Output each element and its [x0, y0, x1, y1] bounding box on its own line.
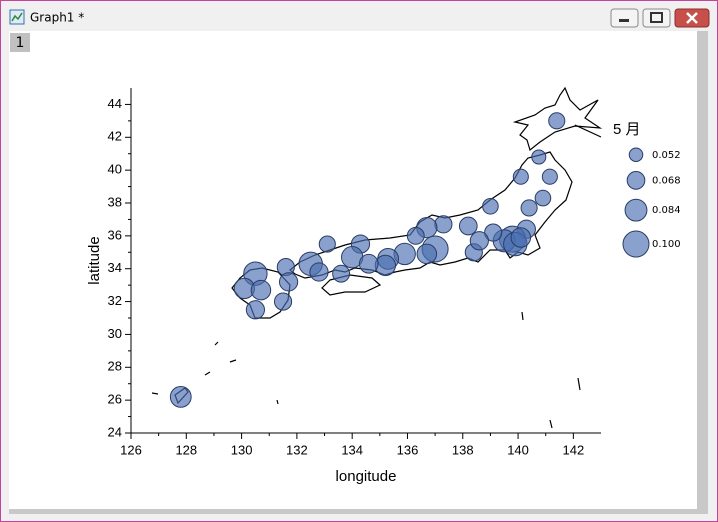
bubble	[510, 227, 532, 248]
y-tick-label: 24	[108, 424, 122, 439]
bubble	[250, 279, 272, 301]
y-tick-label: 38	[108, 194, 122, 209]
scrollbar[interactable]	[697, 31, 708, 509]
x-tick-label: 136	[397, 442, 419, 457]
bubble	[482, 197, 499, 215]
bubble	[534, 189, 552, 207]
y-tick-label: 34	[108, 260, 122, 275]
bottom-strip	[9, 509, 708, 514]
x-tick-label: 132	[286, 442, 308, 457]
bubble	[278, 272, 299, 292]
y-tick-label: 32	[108, 293, 122, 308]
bubble	[416, 243, 438, 265]
x-tick-label: 138	[452, 442, 474, 457]
bubble	[273, 292, 293, 311]
x-tick-label: 126	[120, 442, 142, 457]
bubble	[512, 168, 529, 185]
x-tick-label: 130	[231, 442, 253, 457]
x-tick-label: 140	[507, 442, 529, 457]
legend-label: 0.052	[652, 150, 681, 161]
x-tick-label: 134	[341, 442, 363, 457]
bubble	[531, 149, 547, 165]
bubble	[520, 199, 538, 217]
bubble	[458, 216, 478, 236]
bubble	[332, 264, 351, 283]
y-tick-label: 36	[108, 227, 122, 242]
bubble	[309, 262, 329, 282]
legend-label: 0.084	[652, 205, 681, 216]
legend-label: 0.100	[652, 239, 681, 250]
bubble	[169, 385, 192, 408]
bubble	[434, 215, 453, 234]
bubble	[358, 253, 379, 274]
maximize-button[interactable]	[642, 8, 671, 28]
y-tick-label: 44	[108, 96, 122, 111]
legend-bubble	[624, 198, 648, 222]
bubble	[548, 112, 566, 130]
close-button[interactable]	[674, 8, 710, 28]
x-tick-label: 142	[563, 442, 585, 457]
y-tick-label: 26	[108, 392, 122, 407]
legend-bubble	[622, 230, 650, 258]
bubble	[406, 226, 425, 245]
y-tick-label: 40	[108, 162, 122, 177]
bubble	[318, 235, 336, 253]
y-tick-label: 28	[108, 359, 122, 374]
graph-page	[9, 31, 697, 509]
legend-label: 0.068	[652, 175, 681, 186]
y-tick-label: 42	[108, 129, 122, 144]
legend-bubble	[628, 147, 644, 163]
window-icon-graph	[11, 12, 23, 22]
layer-tab[interactable]	[10, 33, 30, 52]
bubble	[245, 300, 266, 320]
bubble	[469, 231, 489, 251]
bubble	[541, 168, 558, 185]
y-tick-label: 30	[108, 326, 122, 341]
x-tick-label: 128	[175, 442, 197, 457]
legend-bubble	[626, 171, 646, 190]
bubble	[484, 223, 503, 242]
minimize-button[interactable]	[610, 8, 639, 28]
window-title: Graph1 *	[30, 11, 84, 25]
layer-tab-label: 1	[16, 35, 25, 51]
y-axis-label: latitude	[86, 236, 103, 284]
x-axis-label: longitude	[336, 468, 397, 485]
legend-title: 5 月	[613, 121, 641, 138]
